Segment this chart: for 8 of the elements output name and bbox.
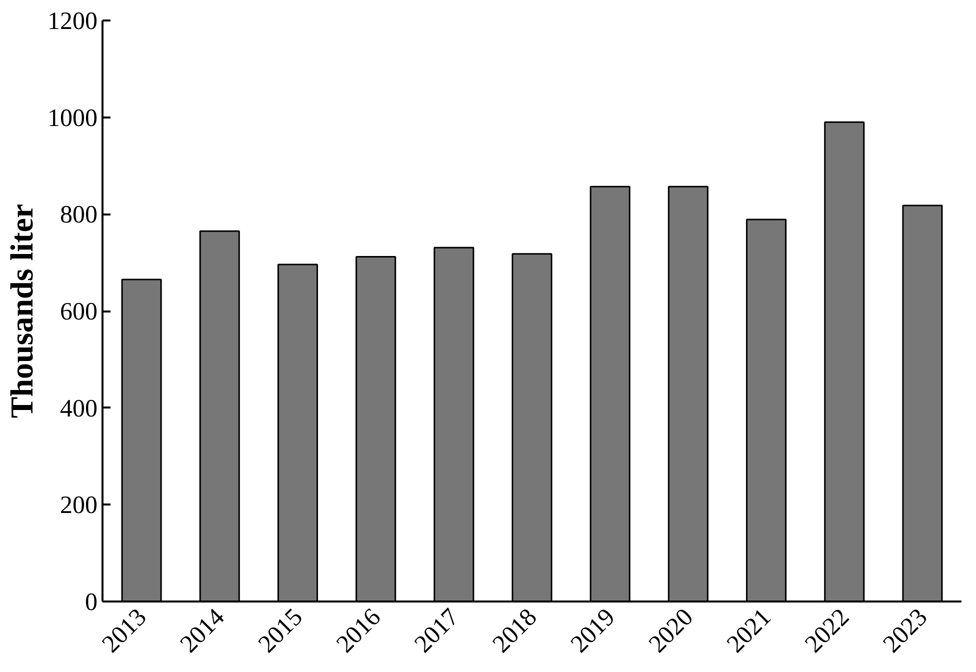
y-tick-label: 1200 <box>48 8 98 35</box>
y-tick-label: 400 <box>60 395 98 422</box>
y-axis-title: Thousands liter <box>4 204 40 418</box>
y-tick-label: 600 <box>60 298 98 326</box>
y-tick-label: 800 <box>60 202 98 229</box>
y-tick-label: 1000 <box>48 104 98 132</box>
y-tick-label: 200 <box>60 492 98 520</box>
y-tick-label: 0 <box>85 589 98 616</box>
